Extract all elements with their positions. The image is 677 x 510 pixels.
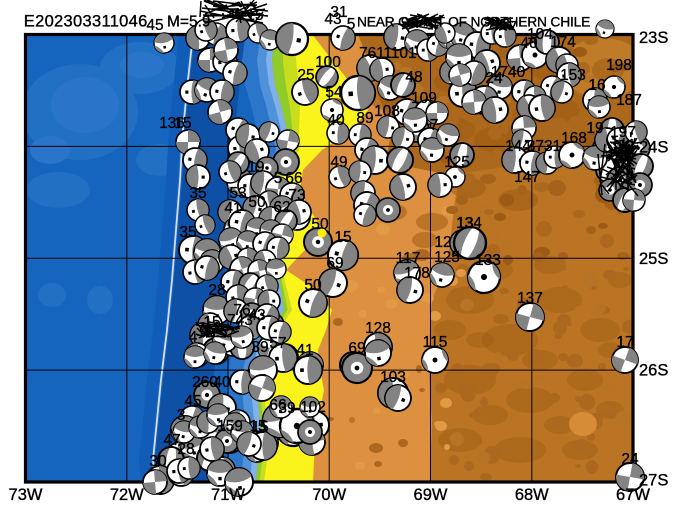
svg-text:178: 178 <box>404 265 430 282</box>
svg-text:54: 54 <box>325 84 343 101</box>
svg-text:15: 15 <box>334 229 351 246</box>
svg-text:41: 41 <box>296 342 313 359</box>
svg-text:16: 16 <box>588 77 605 94</box>
svg-text:3731: 3731 <box>527 138 561 155</box>
svg-text:1101: 1101 <box>383 45 416 62</box>
svg-text:128: 128 <box>365 320 391 337</box>
svg-text:40: 40 <box>213 374 231 391</box>
svg-text:187: 187 <box>616 92 642 109</box>
svg-text:50: 50 <box>248 194 266 211</box>
svg-text:NEAR COAST OF NORTHERN CHILE: NEAR COAST OF NORTHERN CHILE <box>357 15 590 30</box>
svg-text:5: 5 <box>347 16 356 33</box>
svg-text:23S: 23S <box>639 29 668 47</box>
svg-text:30: 30 <box>149 453 167 470</box>
svg-text:4: 4 <box>189 329 198 346</box>
svg-text:43: 43 <box>324 11 341 28</box>
svg-text:53: 53 <box>229 185 246 202</box>
svg-text:19: 19 <box>247 159 264 176</box>
svg-text:15: 15 <box>249 418 266 435</box>
svg-text:104: 104 <box>527 26 553 43</box>
svg-text:159: 159 <box>217 418 243 435</box>
svg-text:133: 133 <box>475 252 501 269</box>
svg-text:137: 137 <box>517 290 543 307</box>
svg-text:35: 35 <box>189 185 206 202</box>
svg-text:144: 144 <box>505 138 531 155</box>
svg-text:108: 108 <box>374 103 400 120</box>
svg-text:68W: 68W <box>515 486 549 504</box>
svg-text:67W: 67W <box>616 486 650 504</box>
svg-text:3: 3 <box>177 407 186 424</box>
svg-text:12: 12 <box>434 234 451 251</box>
svg-text:109: 109 <box>411 90 437 107</box>
svg-text:47: 47 <box>163 432 180 449</box>
svg-text:70W: 70W <box>312 486 346 504</box>
svg-text:M=5.9: M=5.9 <box>167 14 211 31</box>
svg-text:1740: 1740 <box>491 64 526 81</box>
svg-text:102: 102 <box>300 399 326 416</box>
svg-text:198: 198 <box>606 57 632 74</box>
svg-text:13: 13 <box>456 215 473 232</box>
svg-text:50: 50 <box>304 277 322 294</box>
svg-text:24: 24 <box>621 451 639 468</box>
svg-text:73: 73 <box>288 187 305 204</box>
svg-text:17: 17 <box>616 334 633 351</box>
svg-text:103: 103 <box>380 369 406 386</box>
svg-text:69: 69 <box>326 255 343 272</box>
svg-text:19: 19 <box>586 120 603 137</box>
svg-text:62: 62 <box>273 199 290 216</box>
svg-text:28: 28 <box>177 441 194 458</box>
svg-text:48: 48 <box>405 69 422 86</box>
svg-text:15: 15 <box>174 115 191 132</box>
svg-text:66: 66 <box>285 170 302 187</box>
svg-text:41: 41 <box>224 200 241 217</box>
svg-text:28: 28 <box>208 282 225 299</box>
svg-text:66: 66 <box>269 397 286 414</box>
svg-text:147: 147 <box>514 169 540 186</box>
svg-text:25: 25 <box>297 67 314 84</box>
svg-text:57: 57 <box>269 335 286 352</box>
svg-text:125: 125 <box>444 154 470 171</box>
svg-text:76: 76 <box>233 302 250 319</box>
svg-text:69W: 69W <box>414 486 448 504</box>
svg-text:43: 43 <box>248 307 265 324</box>
svg-text:45: 45 <box>146 17 163 34</box>
svg-text:25S: 25S <box>639 250 668 268</box>
svg-text:45: 45 <box>184 393 201 410</box>
svg-text:35: 35 <box>179 224 196 241</box>
svg-text:50: 50 <box>311 216 329 233</box>
svg-text:27S: 27S <box>639 472 668 490</box>
svg-text:89: 89 <box>356 110 373 127</box>
svg-text:26S: 26S <box>639 362 668 380</box>
svg-text:153: 153 <box>560 67 586 84</box>
svg-text:134: 134 <box>456 215 482 232</box>
svg-text:69: 69 <box>348 340 365 357</box>
svg-text:15: 15 <box>251 419 268 436</box>
svg-text:743: 743 <box>227 312 253 329</box>
svg-text:39: 39 <box>251 339 268 356</box>
svg-text:40: 40 <box>327 112 345 129</box>
svg-text:115: 115 <box>423 334 448 351</box>
svg-text:72W: 72W <box>110 486 144 504</box>
svg-text:24S: 24S <box>639 138 668 156</box>
svg-text:174: 174 <box>550 34 576 51</box>
svg-text:E202303311046: E202303311046 <box>24 13 148 31</box>
svg-text:125: 125 <box>434 249 460 266</box>
svg-text:168: 168 <box>561 130 587 147</box>
svg-text:197: 197 <box>610 124 636 141</box>
svg-text:5: 5 <box>274 170 283 187</box>
svg-text:73W: 73W <box>9 486 43 504</box>
svg-text:761: 761 <box>359 45 385 62</box>
svg-text:24: 24 <box>485 70 503 87</box>
svg-text:117: 117 <box>396 250 421 267</box>
svg-text:260: 260 <box>192 374 218 391</box>
svg-text:49: 49 <box>330 154 347 171</box>
svg-text:71W: 71W <box>211 486 245 504</box>
svg-text:39: 39 <box>278 400 295 417</box>
svg-text:7: 7 <box>430 117 439 134</box>
svg-text:40: 40 <box>520 35 538 52</box>
svg-text:31: 31 <box>330 4 347 21</box>
svg-text:100: 100 <box>315 54 341 71</box>
svg-text:136: 136 <box>159 115 185 132</box>
